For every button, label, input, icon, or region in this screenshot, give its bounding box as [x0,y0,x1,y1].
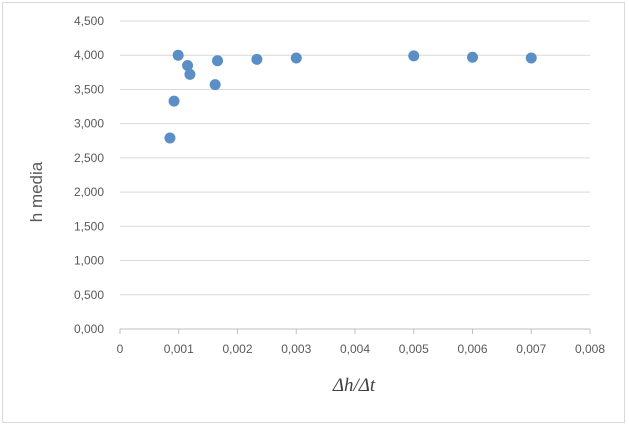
y-tick-label: 0,000 [74,322,104,336]
y-tick-label: 1,000 [74,254,104,268]
y-axis-title: h media [27,161,46,222]
y-tick-label: 4,500 [74,14,104,28]
gridlines [120,20,590,296]
data-point [164,132,176,144]
data-point [467,51,478,63]
axes [119,328,591,334]
data-point [184,68,196,80]
data-point [525,52,537,64]
x-tick-label: 0,008 [575,342,605,356]
x-tick-label: 0,004 [340,342,370,356]
x-tick-labels: 0 0,001 0,002 0,003 0,004 0,005 0,006 0,007 0,00… [117,342,606,356]
data-point [408,50,420,62]
x-tick-label: 0,001 [164,342,194,356]
x-tick-label: 0,006 [457,342,487,356]
x-axis-title: Δh/Δt [332,375,376,396]
data-points [164,49,537,144]
data-point [182,59,194,71]
x-tick-label: 0,005 [399,342,429,356]
y-tick-label: 1,500 [74,219,104,233]
data-point [209,79,221,91]
y-tick-label: 3,000 [74,117,104,131]
y-tick-labels: 0,000 0,500 1,000 1,500 2,000 2,500 3,000 3,500… [74,14,104,336]
data-point [172,49,184,61]
data-point [290,52,302,64]
x-tick-label: 0,003 [281,342,311,356]
y-tick-label: 0,500 [74,288,104,302]
x-tick-label: 0 [117,342,124,356]
data-point [168,95,180,107]
x-tick-label: 0,007 [516,342,546,356]
y-tick-label: 2,500 [74,151,104,165]
y-tick-label: 3,500 [74,82,104,96]
data-point [212,55,224,67]
data-point [251,53,263,65]
y-tick-label: 4,000 [74,48,104,62]
x-tick-label: 0,002 [222,342,252,356]
y-tick-label: 2,000 [74,185,104,199]
chart-frame [2,2,625,423]
